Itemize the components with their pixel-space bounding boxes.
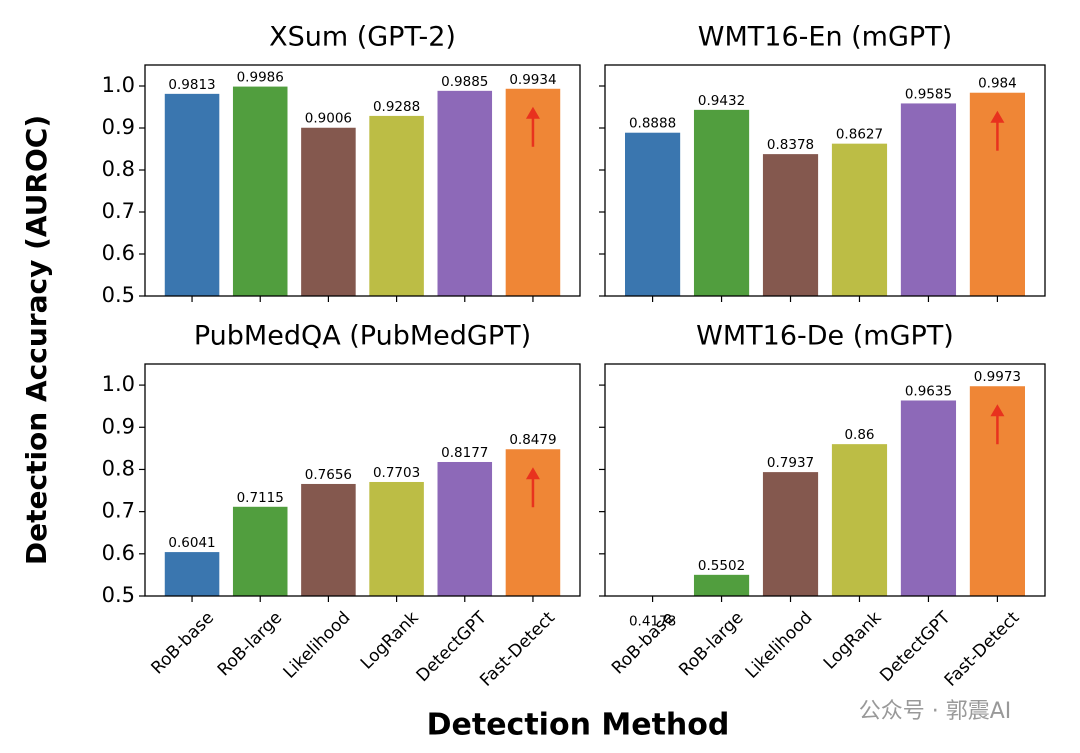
bar	[625, 132, 681, 296]
chart-title: PubMedQA (PubMedGPT)	[194, 321, 531, 352]
value-label: 0.8479	[509, 432, 556, 448]
bar	[301, 483, 356, 596]
bars	[164, 86, 561, 296]
value-label: 0.8378	[767, 137, 814, 153]
value-label: 0.86	[844, 427, 874, 443]
value-label: 0.7937	[767, 455, 814, 471]
watermark: 公众号 · 郭震AI	[859, 699, 1012, 724]
arrow-head	[525, 106, 540, 119]
bar	[762, 154, 819, 296]
arrow-head	[990, 404, 1005, 417]
value-label: 0.9288	[373, 99, 420, 115]
value-label: 0.9986	[237, 70, 284, 86]
value-label: 0.6041	[168, 535, 215, 551]
axes-frame	[144, 363, 581, 597]
axes-frame	[604, 64, 1046, 297]
axes-frame	[144, 64, 581, 297]
bar	[301, 127, 356, 296]
bar	[232, 506, 288, 596]
value-label: 0.7703	[373, 465, 420, 481]
value-label: 0.9585	[905, 86, 952, 102]
chart-title: XSum (GPT-2)	[269, 22, 456, 53]
y-tick-label: 0.6	[102, 241, 135, 265]
x-tick-label: LogRank	[820, 608, 886, 674]
bar	[437, 90, 493, 296]
value-label: 0.8177	[441, 445, 488, 461]
bar	[831, 444, 888, 596]
value-label: 0.9006	[305, 111, 352, 127]
bar	[900, 400, 957, 596]
x-tick-label: RoB-large	[214, 608, 286, 680]
x-tick-label: Likelihood	[280, 608, 355, 683]
y-tick-label: 0.8	[102, 456, 135, 480]
value-label: 0.8888	[629, 116, 676, 132]
axes-frame	[604, 363, 1046, 597]
value-label: 0.984	[978, 76, 1017, 92]
bar	[369, 115, 424, 296]
bar	[437, 461, 493, 596]
x-tick-label: Likelihood	[742, 608, 817, 683]
y-tick-label: 0.5	[102, 583, 135, 607]
y-tick-label: 1.0	[102, 73, 135, 97]
value-label: 0.8627	[836, 127, 883, 143]
value-label: 0.9813	[168, 77, 215, 93]
y-tick-label: 0.5	[102, 283, 135, 307]
y-tick-label: 0.7	[102, 199, 135, 223]
bar	[369, 481, 424, 596]
value-label: 0.9973	[974, 369, 1021, 385]
y-tick-label: 0.7	[102, 499, 135, 523]
x-tick-label: RoB-base	[148, 608, 219, 679]
y-tick-label: 1.0	[102, 372, 135, 396]
x-tick-label: RoB-large	[675, 608, 747, 680]
arrow-head	[990, 110, 1005, 123]
chart-title: WMT16-En (mGPT)	[698, 22, 952, 53]
y-tick-label: 0.9	[102, 115, 135, 139]
value-label: 0.9432	[698, 93, 745, 109]
y-tick-label: 0.6	[102, 541, 135, 565]
x-axis-label: Detection Method	[427, 708, 730, 743]
value-label: 0.9635	[905, 383, 952, 399]
y-tick-label: 0.9	[102, 414, 135, 438]
value-label: 0.4178	[629, 614, 676, 630]
bar	[164, 93, 220, 296]
bar	[164, 552, 220, 596]
value-label: 0.7115	[237, 490, 284, 506]
x-tick-label: Fast-Detect	[941, 608, 1024, 691]
bar	[693, 574, 750, 596]
value-label: 0.7656	[305, 467, 352, 483]
bar	[762, 472, 819, 596]
chart-title: WMT16-De (mGPT)	[696, 321, 954, 352]
bars	[625, 92, 1025, 296]
y-tick-label: 0.8	[102, 157, 135, 181]
bar	[232, 86, 288, 296]
value-label: 0.9885	[441, 74, 488, 90]
bar	[900, 103, 957, 296]
bars	[164, 449, 561, 596]
y-axis-label: Detection Accuracy (AUROC)	[20, 115, 53, 565]
value-label: 0.9934	[509, 72, 556, 88]
arrow-head	[525, 467, 540, 480]
x-tick-label: LogRank	[357, 608, 423, 674]
bar	[831, 143, 888, 296]
bars	[693, 386, 1025, 596]
value-label: 0.5502	[698, 558, 745, 574]
bar	[693, 109, 750, 296]
